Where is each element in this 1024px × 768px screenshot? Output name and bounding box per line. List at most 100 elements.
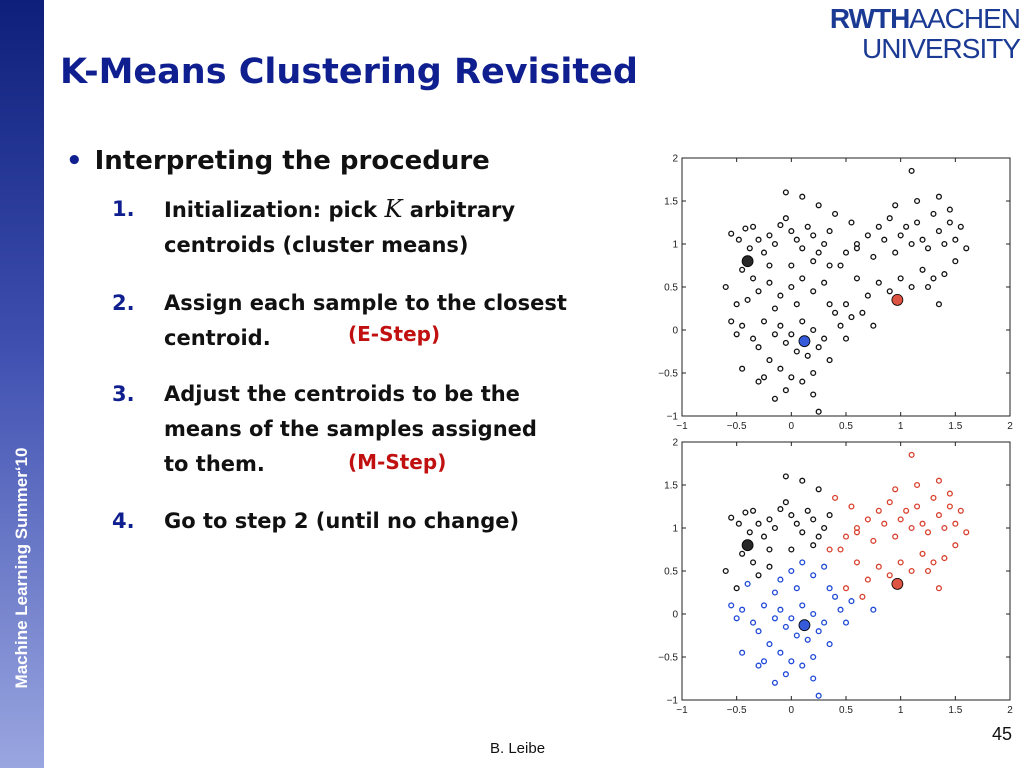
data-point [810,572,817,579]
data-point [859,593,866,600]
data-point [777,322,784,329]
data-point [735,236,742,243]
data-point [760,602,768,609]
data-point [755,628,762,635]
data-point [799,318,806,325]
data-point [952,520,959,527]
data-point [739,550,746,557]
data-point [799,245,806,252]
data-point [788,228,795,235]
y-tick-label: 2 [672,438,678,449]
data-point [864,232,871,239]
data-point [782,189,789,196]
data-point [804,636,811,643]
data-point [755,520,762,527]
data-point [853,245,860,252]
data-point [728,602,735,609]
m-step-label: (M-Step) [348,450,447,474]
data-point [810,675,817,682]
data-point [919,236,926,243]
data-point [842,249,850,256]
data-point [848,219,855,226]
data-point [750,559,757,566]
data-point [935,585,942,592]
data-point [935,477,942,484]
data-point [832,593,839,600]
data-point [842,533,850,540]
data-point [760,374,768,381]
data-point [799,559,806,566]
data-point [853,275,860,282]
data-point [799,529,806,536]
data-point [766,641,773,648]
data-point [875,223,882,230]
bullet-dot: • [66,146,83,176]
data-point [914,197,921,205]
x-tick-label: 2 [1007,421,1013,432]
data-point [788,283,795,291]
data-point [733,615,740,622]
data-point [750,619,757,626]
data-point [766,546,773,553]
data-point [821,619,828,626]
data-point [886,572,893,579]
data-point [914,503,921,510]
data-point [793,236,800,243]
data-point [750,335,757,342]
data-point [837,606,844,613]
x-tick-label: −0.5 [727,421,747,432]
data-point [810,232,817,239]
sidebar: Machine Learning Summer‘10 [0,0,44,768]
data-point [875,279,882,286]
data-point [957,223,964,230]
data-point [782,215,789,222]
data-point [957,507,964,514]
data-point [826,262,833,269]
data-point [728,514,735,521]
data-point [935,193,942,200]
data-point [963,529,970,536]
data-point [771,615,778,622]
x-tick-label: −1 [676,705,688,716]
data-point [755,662,762,669]
data-point [935,228,942,235]
university-logo: RWTHAACHEN UNIVERSITY [800,4,1021,64]
data-point [826,585,833,592]
data-point [799,193,806,200]
x-tick-label: −0.5 [727,705,747,716]
data-point [935,301,942,308]
data-point [746,245,753,252]
data-point [771,524,778,532]
data-point [777,365,784,372]
step-text: Initialization: pick K arbitrary centroid… [164,195,516,257]
data-point [750,275,757,282]
data-point [755,572,762,579]
data-point [766,262,773,269]
data-point [815,408,822,415]
data-point [881,520,888,527]
data-point [799,662,806,669]
data-point [793,632,800,639]
data-point [766,357,773,364]
centroid-point [741,539,754,552]
data-point [875,507,882,514]
data-point [832,210,839,217]
data-point [782,623,789,630]
variable-k: K [384,195,403,223]
data-point [941,271,948,278]
data-point [903,507,910,514]
data-point [908,524,915,532]
data-point [870,253,877,260]
data-point [864,516,871,523]
data-point [826,512,833,519]
data-point [837,546,844,553]
y-tick-label: 0 [672,326,678,337]
data-point [760,533,768,540]
data-point [766,563,773,570]
data-point [815,628,822,635]
data-point [924,245,932,252]
data-point [788,658,795,665]
data-point [760,249,768,256]
data-point [810,258,817,265]
y-tick-label: 1 [672,524,678,535]
